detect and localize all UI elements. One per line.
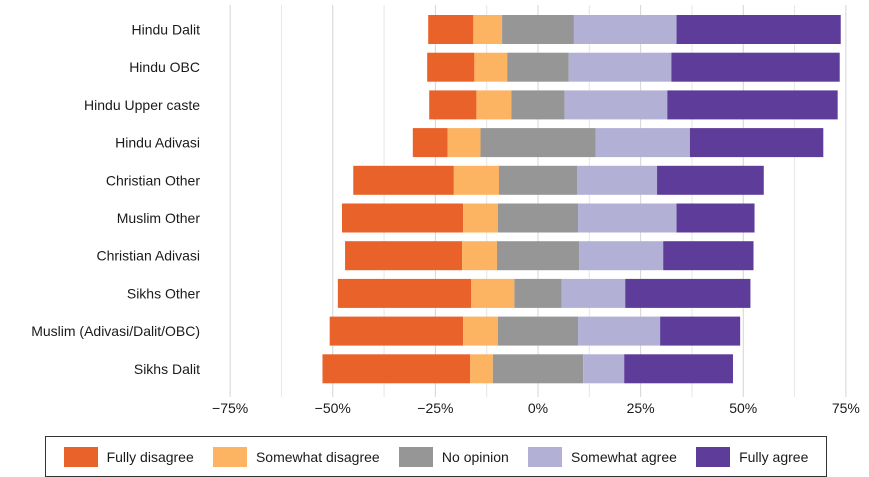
x-tick-label: 25% [627, 400, 655, 416]
legend-label: Somewhat disagree [255, 448, 380, 465]
legend-item: No opinion [398, 446, 509, 467]
bar-segment [499, 165, 577, 195]
bar-segment [427, 52, 475, 82]
category-label: Muslim (Adivasi/Dalit/OBC) [31, 323, 200, 339]
legend-swatch [696, 446, 731, 467]
bar-segment [345, 241, 463, 271]
category-label: Hindu Upper caste [84, 97, 200, 113]
bar-segment [329, 316, 464, 346]
bar-segment [463, 316, 498, 346]
bar-segment [341, 203, 464, 233]
bar-segment [473, 15, 503, 44]
category-labels: Hindu Dalit Hindu OBC Hindu Upper caste Hin… [31, 22, 200, 377]
bar-segment [671, 52, 840, 82]
legend-swatch [212, 446, 247, 467]
bar-segment [353, 165, 454, 195]
bars [322, 15, 841, 384]
bar-segment [561, 278, 626, 308]
bar-segment [412, 128, 448, 158]
bar-segment [447, 128, 481, 158]
bar-segment [471, 278, 515, 308]
category-label: Hindu Adivasi [115, 135, 200, 151]
bar-segment [470, 354, 493, 384]
bar-segment [657, 165, 764, 195]
bar-segment [462, 241, 497, 271]
bar-segment [502, 15, 574, 44]
bar-segment [463, 203, 498, 233]
category-label: Hindu OBC [129, 59, 200, 75]
x-tick-label: −75% [212, 400, 248, 416]
bar-segment [480, 128, 596, 158]
bar-segment [453, 165, 500, 195]
chart: Hindu Dalit Hindu OBC Hindu Upper caste Hin… [31, 5, 860, 416]
bar-segment [564, 90, 668, 120]
bar-segment [579, 241, 664, 271]
category-label: Muslim Other [117, 210, 201, 226]
bar-segment [514, 278, 562, 308]
bar-segment [428, 15, 474, 44]
legend-item: Fully disagree [63, 446, 194, 467]
bar-segment [497, 316, 579, 346]
bar-segment [660, 316, 741, 346]
legend-label: Fully disagree [106, 448, 194, 465]
category-label: Sikhs Other [127, 285, 200, 301]
bar-segment [337, 278, 472, 308]
x-tick-label: 0% [528, 400, 548, 416]
bar-segment [496, 241, 580, 271]
bar-segment [474, 52, 508, 82]
legend-label: Fully agree [739, 448, 809, 465]
legend-swatch [398, 446, 433, 467]
bar-segment [689, 128, 824, 158]
bar-segment [476, 90, 512, 120]
legend: Fully disagree Somewhat disagree No opinio… [45, 436, 827, 477]
legend-item: Somewhat disagree [212, 446, 380, 467]
bar-segment [578, 203, 677, 233]
bar-segment [576, 165, 658, 195]
legend-swatch [528, 446, 563, 467]
bar-segment [429, 90, 477, 120]
bar-segment [595, 128, 690, 158]
bar-segment [511, 90, 565, 120]
x-tick-label: 50% [729, 400, 757, 416]
category-label: Hindu Dalit [132, 22, 201, 38]
bar-segment [497, 203, 579, 233]
x-tick-labels: −75% −50% −25% 0% 25% 50% 75% [212, 400, 860, 416]
bar-segment [568, 52, 672, 82]
bar-segment [667, 90, 838, 120]
x-tick-label: 75% [832, 400, 860, 416]
bar-segment [676, 15, 841, 44]
bar-segment [583, 354, 625, 384]
x-tick-label: −50% [315, 400, 351, 416]
bar-segment [663, 241, 754, 271]
legend-item: Fully agree [696, 446, 809, 467]
bar-segment [625, 278, 751, 308]
legend-label: No opinion [441, 448, 509, 465]
legend-label: Somewhat agree [571, 448, 677, 465]
x-tick-label: −25% [417, 400, 453, 416]
bar-segment [573, 15, 677, 44]
bar-segment [676, 203, 755, 233]
category-label: Christian Adivasi [97, 248, 201, 264]
bar-segment [624, 354, 733, 384]
category-label: Sikhs Dalit [134, 361, 200, 377]
bar-segment [507, 52, 569, 82]
category-label: Christian Other [106, 172, 200, 188]
bar-segment [322, 354, 471, 384]
legend-item: Somewhat agree [528, 446, 677, 467]
bar-segment [492, 354, 584, 384]
legend-swatch [63, 446, 98, 467]
bar-segment [578, 316, 661, 346]
